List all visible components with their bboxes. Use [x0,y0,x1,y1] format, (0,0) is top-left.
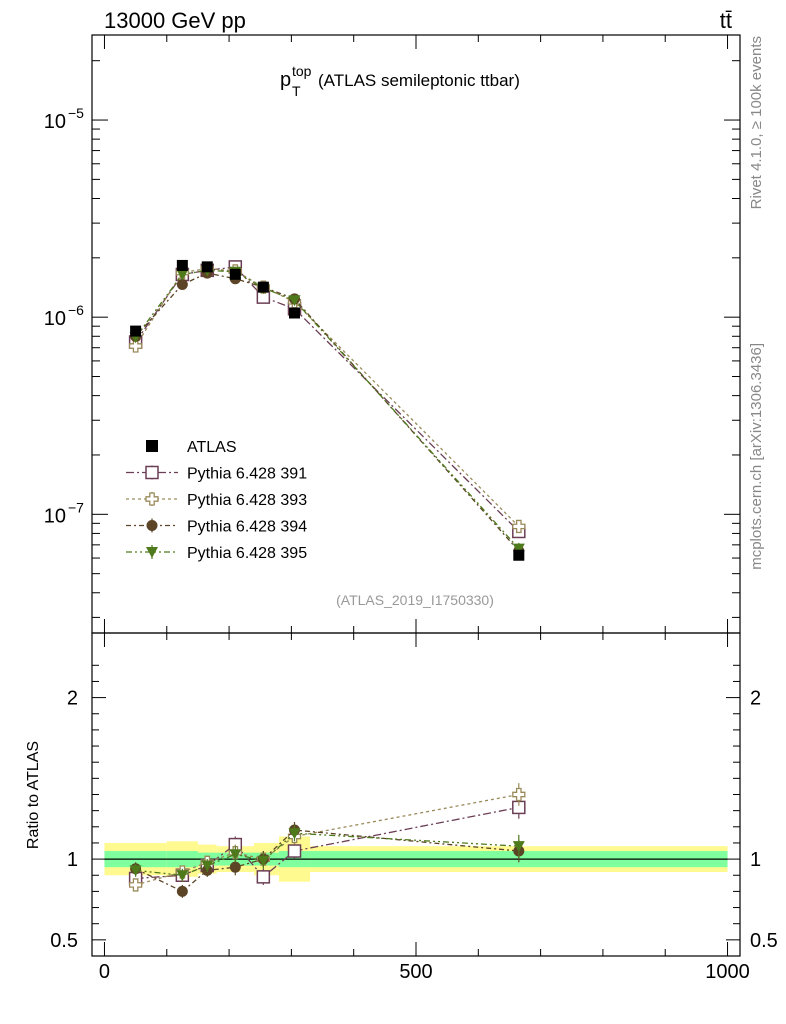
legend-marker [146,520,158,531]
data-point [229,268,241,280]
legend-label: ATLAS [187,439,237,456]
main-series-line [135,267,520,527]
ratio-series-point [201,860,214,872]
legend-label: Pythia 6.428 394 [187,519,307,536]
ratio-series-point [256,870,271,884]
main-series-line [135,272,520,552]
main-y-tick-label: 10 [44,111,66,133]
chart-title-suffix: (ATLAS semileptonic ttbar) [318,71,520,90]
ratio-series-point [287,844,302,858]
chart-title-sup: top [292,63,312,79]
main-y-tick-label: 10 [44,505,66,527]
analysis-id: (ATLAS_2019_I1750330) [336,592,494,608]
main-y-tick-label: 10 [44,308,66,330]
chart-title-sub: T [292,83,301,99]
ratio-series-point [229,849,242,861]
ratio-frame [91,632,741,957]
data-point [513,549,525,561]
main-series-point [288,295,301,307]
rivet-label: Rivet 4.1.0, ≥ 100k events [748,36,765,209]
main-series-point [128,339,143,353]
ratio-ylabel: Ratio to ATLAS [25,741,42,849]
ratio-series-point [229,861,241,873]
main-y-tick-exponent: −7 [68,499,84,515]
ratio-y-tick-label: 2 [67,688,78,710]
legend: ATLAS Pythia 6.428 391 Pythia 6.428 393 Pyt… [126,439,307,562]
legend-marker [146,440,158,452]
legend-label: Pythia 6.428 393 [187,492,307,509]
legend-marker [145,465,159,480]
data-point [176,259,188,271]
ratio-series-point [129,865,142,877]
ratio-series-point [176,885,188,897]
legend-marker [145,492,159,506]
data-point [257,281,269,293]
header-right: tt̄ [720,8,732,33]
main-panel: 10−510−610−7 p top T (ATLAS semileptonic… [44,34,741,634]
ratio-series-point [176,870,189,882]
header-left: 13000 GeV pp [104,8,246,33]
x-tick-label: 0 [99,961,110,983]
ratio-series-point [128,878,143,892]
x-tick-label: 500 [399,961,432,983]
main-frame [91,34,741,634]
data-point [201,261,213,273]
legend-marker [146,547,158,558]
ratio-series-point [288,828,301,840]
ratio-series-point [512,787,526,802]
main-series-point [176,269,189,281]
main-y-tick-exponent: −5 [68,105,84,121]
x-tick-label: 1000 [705,961,750,983]
mcplots-label: mcplots.cern.ch [arXiv:1306.3436] [748,343,765,570]
ratio-series-point [512,841,525,853]
ratio-y-tick-label-right: 0.5 [750,930,778,952]
main-y-tick-exponent: −6 [68,302,84,318]
main-series-point [512,543,525,555]
data-point [130,325,142,337]
main-series-point [512,519,526,534]
ratio-y-tick-label-right: 1 [750,849,761,871]
legend-label: Pythia 6.428 395 [187,545,307,562]
legend-label: Pythia 6.428 391 [187,466,307,483]
ratio-y-tick-label: 0.5 [50,930,78,952]
main-series-point [176,279,188,291]
ratio-y-tick-label: 1 [67,849,78,871]
data-point [289,307,300,319]
chart-title: p [280,69,291,91]
ratio-y-tick-label-right: 2 [750,688,761,710]
ratio-series-point [257,855,270,867]
